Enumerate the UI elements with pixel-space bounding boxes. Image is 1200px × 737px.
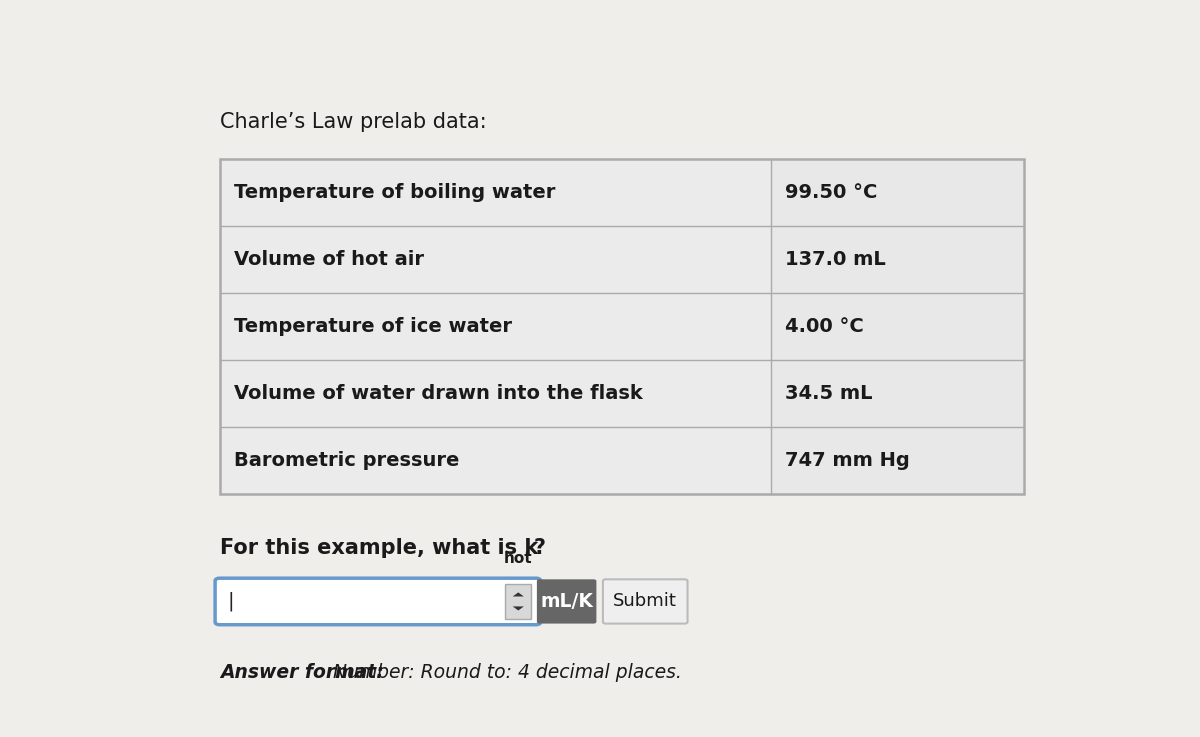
Polygon shape xyxy=(512,593,524,596)
Text: 137.0 mL: 137.0 mL xyxy=(785,251,886,269)
FancyBboxPatch shape xyxy=(536,579,596,624)
Text: Answer format:: Answer format: xyxy=(220,663,384,682)
Bar xyxy=(220,159,1025,495)
Bar xyxy=(220,226,770,293)
Text: 4.00 °C: 4.00 °C xyxy=(785,318,864,336)
Text: 747 mm Hg: 747 mm Hg xyxy=(785,451,910,470)
Bar xyxy=(220,293,770,360)
Text: Charle’s Law prelab data:: Charle’s Law prelab data: xyxy=(220,113,486,133)
Bar xyxy=(770,360,1025,427)
Text: Submit: Submit xyxy=(613,593,677,610)
Bar xyxy=(770,159,1025,226)
Bar xyxy=(220,427,770,495)
Text: hot: hot xyxy=(504,551,532,566)
Text: ?: ? xyxy=(534,538,546,558)
Bar xyxy=(220,360,770,427)
Bar xyxy=(505,584,532,619)
Text: Volume of water drawn into the flask: Volume of water drawn into the flask xyxy=(234,384,642,403)
Bar xyxy=(770,293,1025,360)
Text: 34.5 mL: 34.5 mL xyxy=(785,384,872,403)
Text: Barometric pressure: Barometric pressure xyxy=(234,451,460,470)
Text: mL/K: mL/K xyxy=(540,592,593,611)
Polygon shape xyxy=(512,607,524,610)
Text: Temperature of ice water: Temperature of ice water xyxy=(234,318,511,336)
Bar xyxy=(770,226,1025,293)
Text: |: | xyxy=(227,592,234,611)
FancyBboxPatch shape xyxy=(602,579,688,624)
Text: For this example, what is k: For this example, what is k xyxy=(220,538,538,558)
Text: Number: Round to: 4 decimal places.: Number: Round to: 4 decimal places. xyxy=(326,663,682,682)
Bar xyxy=(220,159,770,226)
FancyBboxPatch shape xyxy=(215,579,541,625)
Bar xyxy=(770,427,1025,495)
Text: Temperature of boiling water: Temperature of boiling water xyxy=(234,184,556,203)
Text: 99.50 °C: 99.50 °C xyxy=(785,184,877,203)
Text: Volume of hot air: Volume of hot air xyxy=(234,251,424,269)
